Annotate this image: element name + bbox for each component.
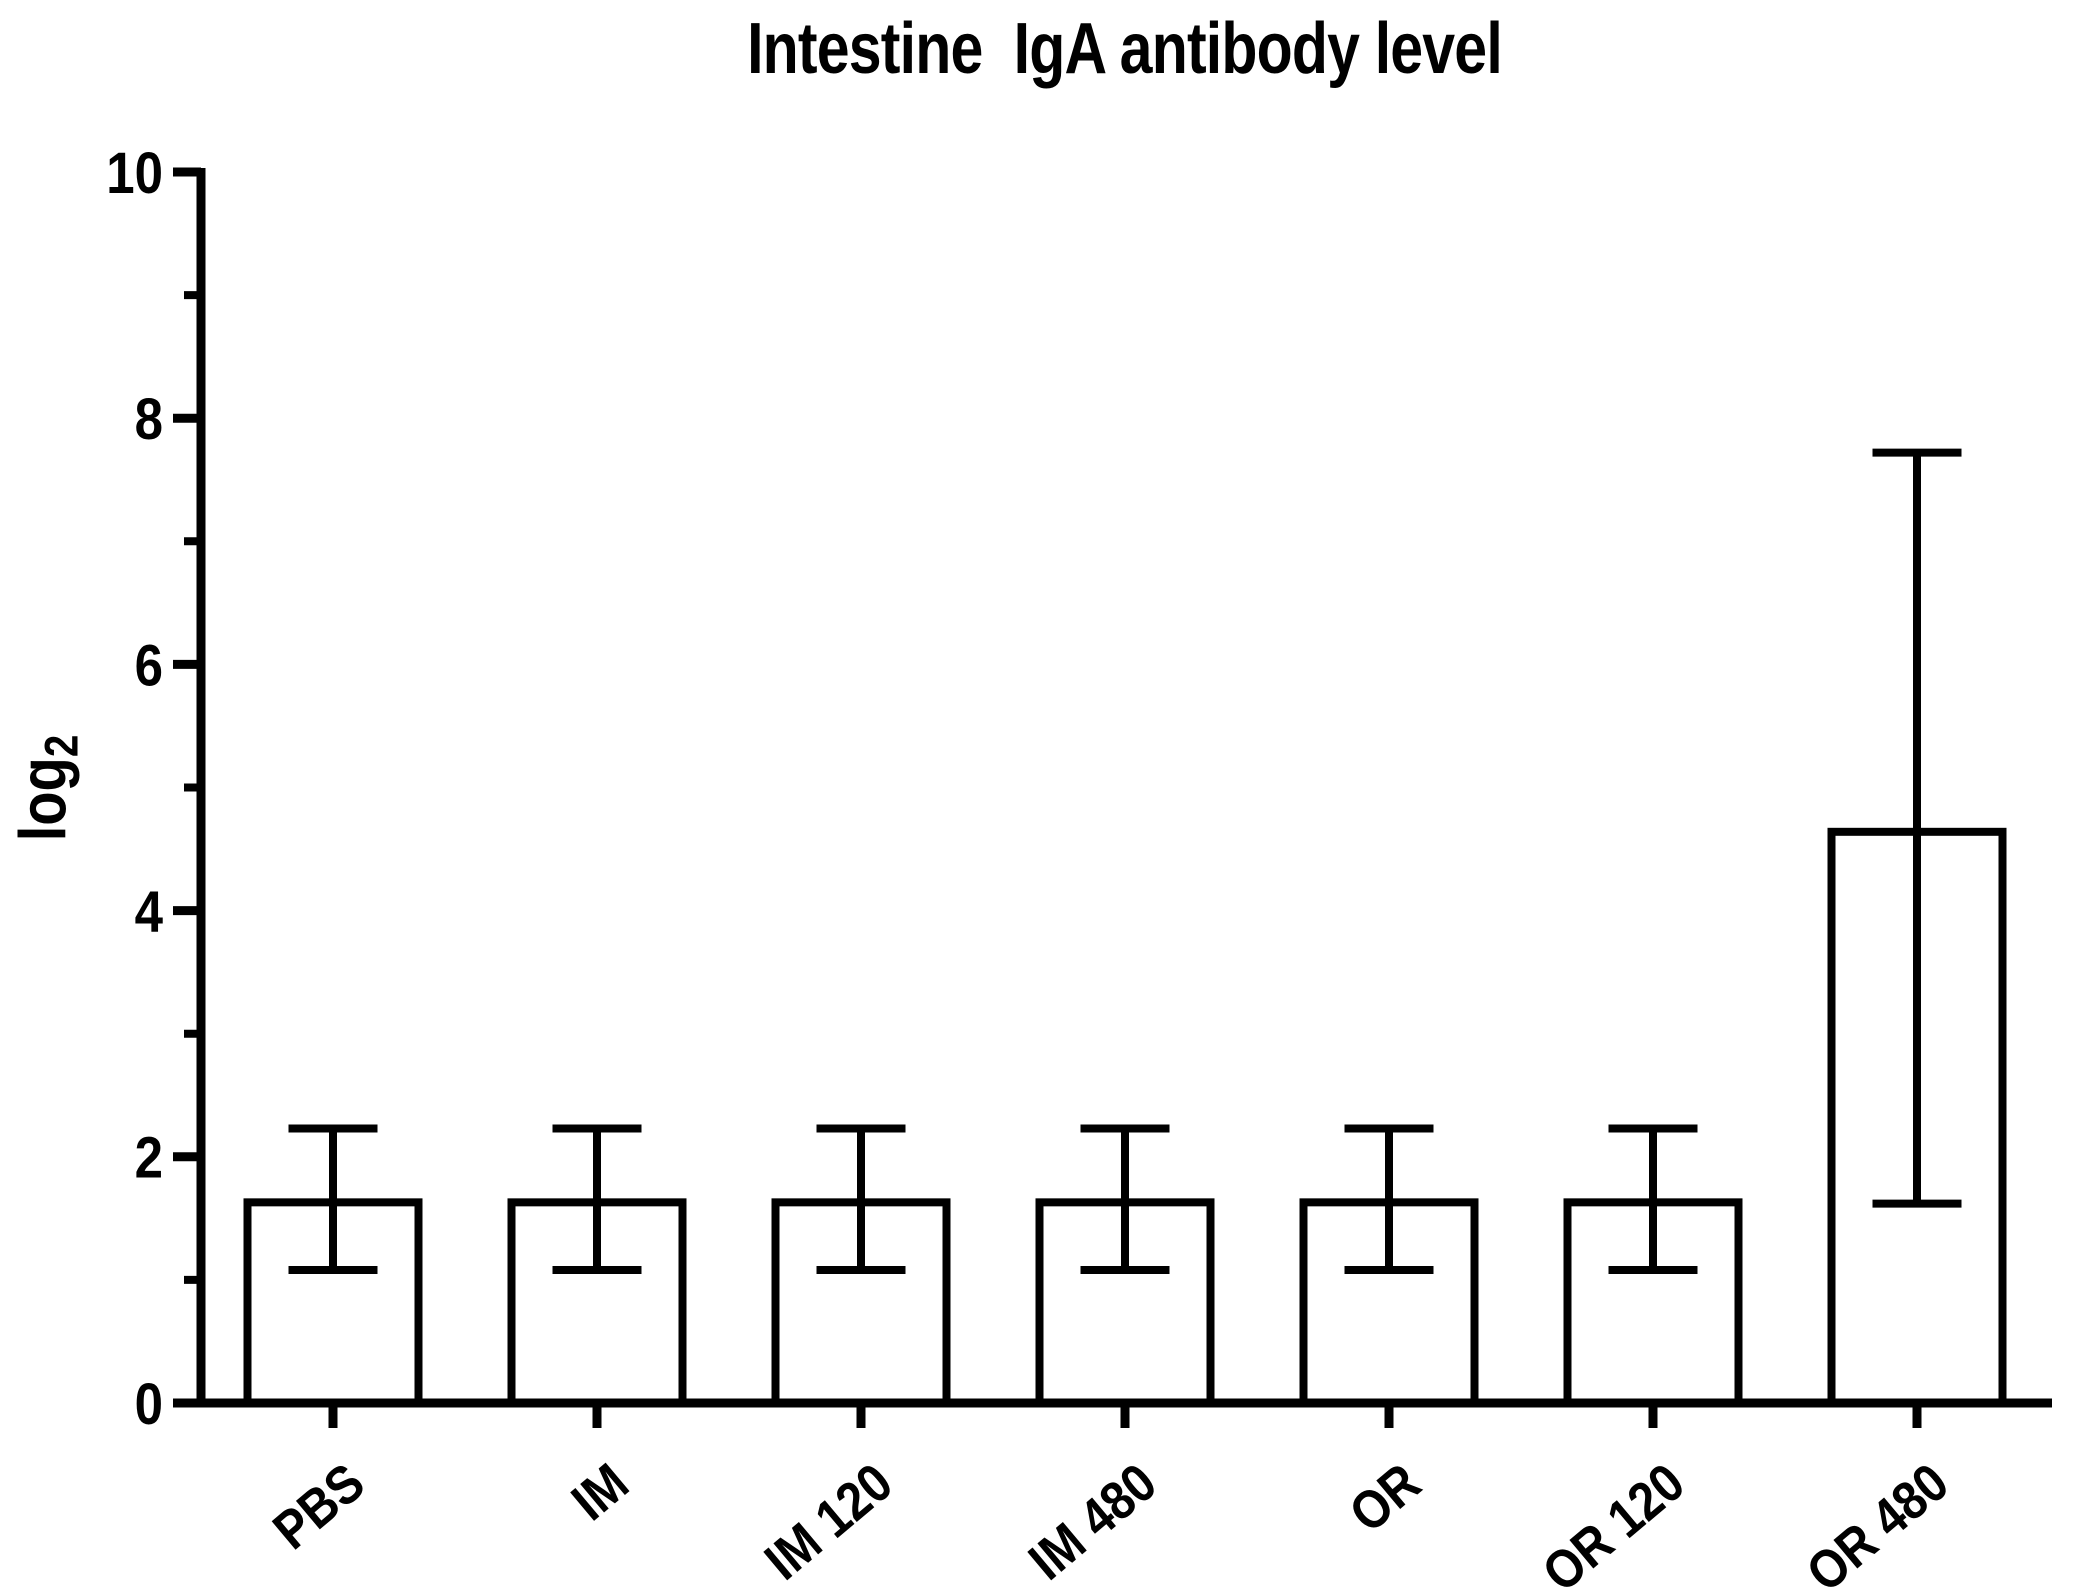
x-category-label-or-480: OR 480	[1795, 1452, 1959, 1595]
x-category-label-im-480: IM 480	[1017, 1452, 1167, 1592]
y-tick-label: 0	[135, 1372, 163, 1437]
y-tick-label: 4	[135, 879, 164, 944]
y-tick-label: 2	[135, 1126, 163, 1191]
y-tick-label: 6	[135, 633, 163, 698]
x-category-label-im-120: IM 120	[753, 1452, 903, 1592]
x-category-label-pbs: PBS	[262, 1452, 376, 1561]
chart-title: Intestine IgA antibody level	[747, 9, 1503, 89]
x-category-label-im: IM	[560, 1452, 639, 1532]
x-category-label-or: OR	[1338, 1452, 1432, 1544]
x-category-label-or-120: OR 120	[1531, 1452, 1695, 1595]
y-tick-label: 8	[135, 387, 163, 452]
y-tick-label: 10	[106, 141, 163, 206]
